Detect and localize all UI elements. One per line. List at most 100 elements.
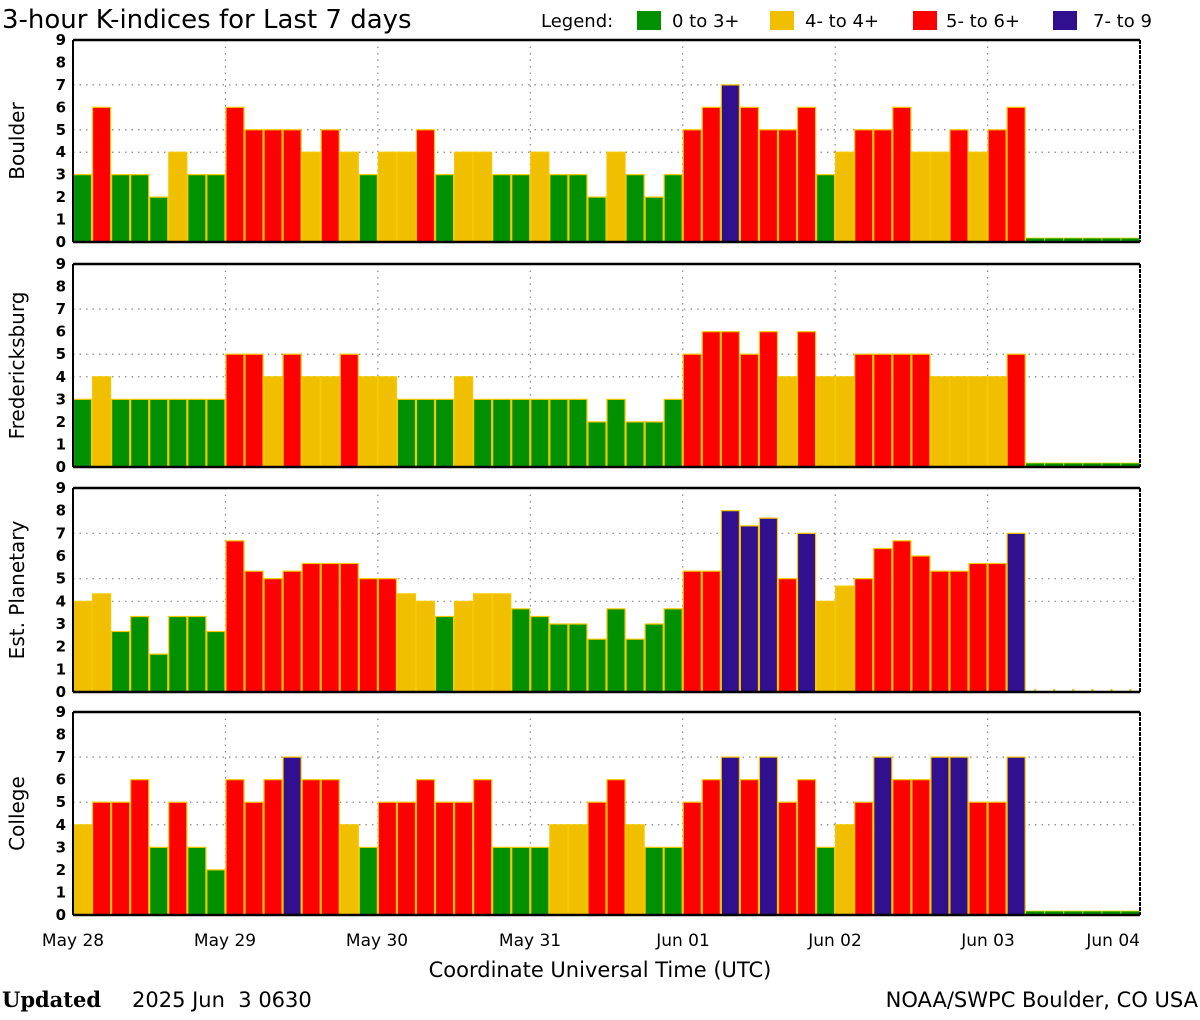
- bar: [701, 106, 721, 243]
- bar: [873, 547, 893, 693]
- y-tick-label: 8: [56, 53, 66, 71]
- bar: [511, 608, 531, 693]
- y-tick-label: 1: [56, 660, 66, 678]
- bar: [644, 196, 664, 243]
- bar: [511, 398, 531, 468]
- bar: [911, 555, 931, 693]
- bar: [587, 638, 607, 693]
- bar: [796, 779, 817, 916]
- bar-missing: [1034, 689, 1037, 692]
- bar: [282, 570, 302, 693]
- bar: [187, 846, 207, 916]
- bar: [854, 801, 874, 916]
- bar: [949, 756, 969, 916]
- y-tick-label: 3: [56, 615, 66, 633]
- bar: [263, 578, 283, 693]
- bar: [892, 353, 912, 468]
- bar: [320, 129, 340, 243]
- bar: [663, 846, 683, 916]
- bar: [225, 106, 245, 243]
- bar: [244, 570, 264, 693]
- bar: [377, 151, 398, 243]
- bar: [244, 353, 264, 468]
- bar: [854, 353, 874, 468]
- bar: [492, 846, 512, 916]
- legend-entry-0: 0 to 3+: [672, 11, 740, 32]
- legend-entry-2: 5- to 6+: [946, 11, 1020, 32]
- bar: [815, 174, 836, 243]
- bar: [72, 174, 93, 243]
- bar: [377, 376, 398, 468]
- bar: [72, 398, 93, 468]
- bar: [206, 869, 226, 916]
- bar: [701, 779, 721, 916]
- y-axis-title: Est. Planetary: [5, 521, 29, 660]
- bar: [301, 151, 321, 243]
- bar: [111, 398, 131, 468]
- bar: [625, 824, 645, 916]
- bar: [796, 106, 817, 243]
- bar: [815, 846, 836, 916]
- y-tick-label: 2: [56, 413, 66, 431]
- bar: [492, 174, 512, 243]
- bar: [739, 106, 760, 243]
- bar: [968, 801, 988, 916]
- bar: [111, 174, 131, 243]
- bar: [892, 779, 912, 916]
- bar: [682, 570, 702, 693]
- y-tick-label: 0: [56, 906, 66, 924]
- bar: [130, 174, 150, 243]
- bar: [720, 84, 740, 243]
- bar: [396, 801, 417, 916]
- bar: [434, 398, 455, 468]
- bar: [796, 331, 817, 468]
- bar: [796, 532, 817, 693]
- bar: [701, 331, 721, 468]
- x-tick-label: May 29: [194, 931, 256, 951]
- bar: [149, 653, 169, 693]
- x-tick-label: May 31: [499, 931, 561, 951]
- bar: [263, 779, 283, 916]
- bar: [377, 578, 398, 693]
- bar: [511, 174, 531, 243]
- bar: [549, 824, 569, 916]
- bar: [606, 398, 626, 468]
- y-tick-label: 7: [56, 300, 66, 318]
- bar: [473, 151, 493, 243]
- bar: [149, 196, 169, 243]
- bar: [854, 129, 874, 243]
- bar: [530, 615, 550, 693]
- bar: [587, 801, 607, 916]
- bar: [911, 353, 931, 468]
- bar: [987, 129, 1007, 243]
- bar: [473, 398, 493, 468]
- bar: [568, 174, 588, 243]
- bar: [187, 398, 207, 468]
- bar: [625, 421, 645, 468]
- bar-missing: [1129, 689, 1132, 692]
- bar: [339, 353, 359, 468]
- bar: [1006, 106, 1026, 243]
- bar: [587, 421, 607, 468]
- bar: [415, 129, 436, 243]
- bar: [815, 600, 836, 693]
- updated-value: 2025 Jun 3 0630: [132, 988, 312, 1012]
- bar-missing: [1053, 689, 1056, 692]
- bar: [739, 525, 760, 693]
- bar: [282, 129, 302, 243]
- bar: [320, 779, 340, 916]
- bar: [530, 151, 550, 243]
- y-tick-label: 1: [56, 883, 66, 901]
- y-tick-label: 3: [56, 166, 66, 184]
- y-tick-label: 1: [56, 435, 66, 453]
- bar: [777, 578, 798, 693]
- bar-missing: [1091, 689, 1094, 692]
- bar: [1006, 353, 1026, 468]
- bar: [549, 623, 569, 693]
- bar: [949, 129, 969, 243]
- bar: [396, 593, 417, 693]
- bar: [187, 174, 207, 243]
- y-axis-title: College: [5, 776, 29, 851]
- bar: [396, 151, 417, 243]
- legend-label: Legend:: [541, 11, 613, 32]
